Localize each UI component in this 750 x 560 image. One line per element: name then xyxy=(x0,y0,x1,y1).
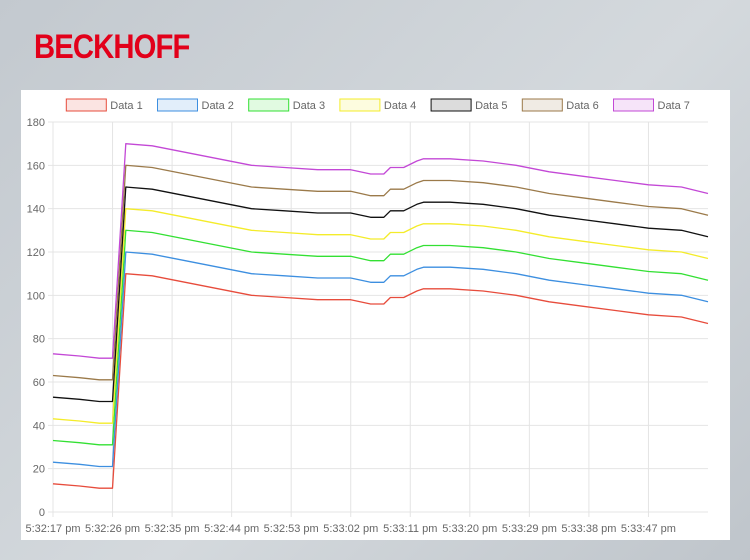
y-tick-label: 20 xyxy=(33,464,45,476)
legend-swatch xyxy=(613,98,654,112)
series-line-data-4 xyxy=(52,208,709,424)
y-tick-label: 120 xyxy=(27,247,45,259)
legend-label: Data 2 xyxy=(202,100,234,112)
legend-label: Data 3 xyxy=(293,100,325,112)
series-line-data-3 xyxy=(52,229,709,446)
y-tick-label: 100 xyxy=(27,290,45,302)
legend-swatch xyxy=(339,98,381,112)
x-tick-label: 5:33:47 pm xyxy=(621,523,676,535)
y-tick-label: 180 xyxy=(27,117,45,129)
legend-label: Data 6 xyxy=(566,100,598,112)
legend-item-data-7[interactable]: Data 7 xyxy=(613,98,690,112)
series-line-data-6 xyxy=(52,164,709,381)
series-line-data-7 xyxy=(52,143,709,359)
y-tick-label: 160 xyxy=(27,160,45,172)
legend: Data 1 Data 2 Data 3 Data 4 Data 5 Data 6 Data… xyxy=(65,98,690,112)
x-tick-label: 5:33:38 pm xyxy=(561,523,616,535)
y-tick-label: 140 xyxy=(27,204,45,216)
series-lines xyxy=(52,143,709,489)
x-tick-label: 5:33:20 pm xyxy=(442,523,497,535)
legend-swatch xyxy=(430,98,472,112)
legend-item-data-1[interactable]: Data 1 xyxy=(65,98,143,112)
x-tick-label: 5:32:35 pm xyxy=(145,523,200,535)
x-tick-label: 5:33:29 pm xyxy=(502,523,557,535)
x-tick-label: 5:33:11 pm xyxy=(383,523,437,535)
series-line-data-2 xyxy=(52,251,709,468)
legend-swatch xyxy=(157,98,198,112)
series-line-data-5 xyxy=(52,186,709,403)
legend-item-data-2[interactable]: Data 2 xyxy=(157,98,234,112)
series-line-data-1 xyxy=(52,273,709,489)
legend-swatch xyxy=(65,98,107,112)
chart-panel: 0 20 40 60 80 100 120 140 160 180 5:32:17 pm 5:32:2… xyxy=(21,90,730,540)
legend-item-data-5[interactable]: Data 5 xyxy=(430,98,508,112)
legend-label: Data 7 xyxy=(658,100,690,112)
y-tick-label: 0 xyxy=(39,507,45,519)
y-tick-label: 80 xyxy=(33,334,45,346)
x-tick-label: 5:33:02 pm xyxy=(323,523,378,535)
legend-item-data-3[interactable]: Data 3 xyxy=(248,98,325,112)
legend-label: Data 1 xyxy=(110,100,142,112)
grid xyxy=(48,121,708,517)
legend-item-data-6[interactable]: Data 6 xyxy=(521,98,599,112)
beckhoff-logo: BECKHOFF xyxy=(34,28,190,66)
legend-swatch xyxy=(521,98,563,112)
legend-swatch xyxy=(248,98,290,112)
y-tick-label: 40 xyxy=(33,420,45,432)
x-tick-label: 5:32:53 pm xyxy=(264,523,319,535)
x-tick-label: 5:32:44 pm xyxy=(204,523,259,535)
line-chart: 0 20 40 60 80 100 120 140 160 180 5:32:17 pm 5:32:2… xyxy=(25,98,709,535)
x-tick-label: 5:32:26 pm xyxy=(85,523,140,535)
legend-item-data-4[interactable]: Data 4 xyxy=(339,98,416,112)
legend-label: Data 4 xyxy=(384,100,416,112)
axes: 0 20 40 60 80 100 120 140 160 180 5:32:17 pm 5:32:2… xyxy=(25,117,676,535)
x-tick-label: 5:32:17 pm xyxy=(25,523,80,535)
legend-label: Data 5 xyxy=(475,100,507,112)
y-tick-label: 60 xyxy=(33,377,45,389)
